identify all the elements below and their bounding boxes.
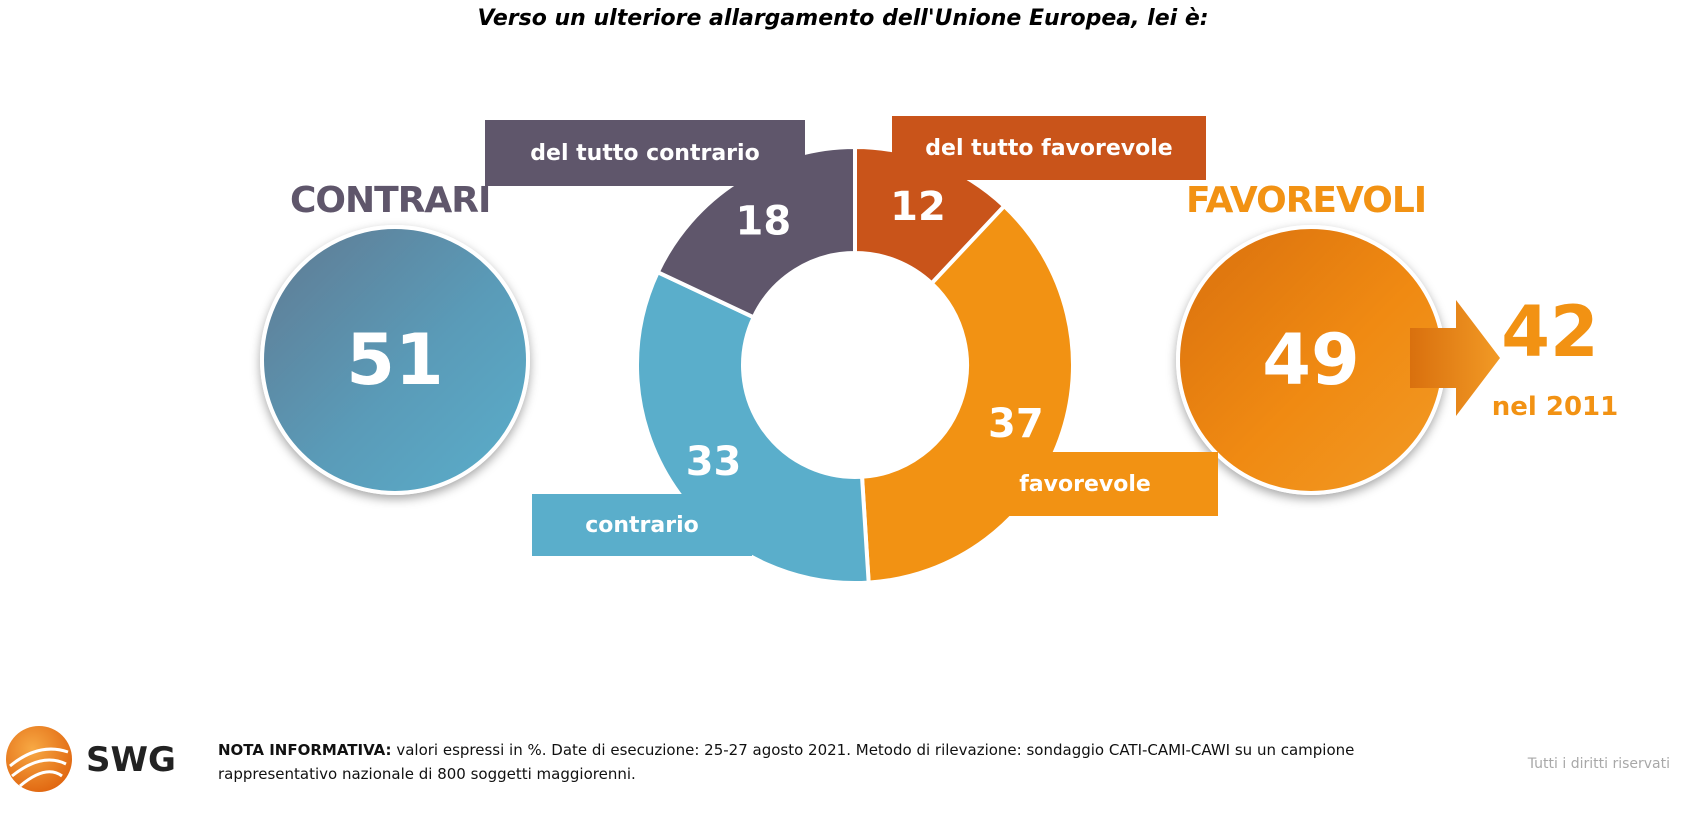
comparison-year-label: nel 2011 xyxy=(1491,392,1619,422)
contrari-label: CONTRARI xyxy=(290,180,491,221)
slice-favorevole xyxy=(859,203,1075,585)
footnote-label: NOTA INFORMATIVA: xyxy=(218,741,392,759)
callout-favorevole: favorevole xyxy=(952,452,1218,516)
callout-contrario: contrario xyxy=(532,494,752,556)
footnote-text: valori espressi in %. Date di esecuzione… xyxy=(218,741,1355,783)
callout-del-tutto-favorevole: del tutto favorevole xyxy=(892,116,1206,180)
arrow-right-icon xyxy=(1410,300,1500,416)
footnote: NOTA INFORMATIVA: valori espressi in %. … xyxy=(218,738,1418,786)
contrari-total-value: 51 xyxy=(346,319,444,401)
slice-del-tutto-favorevole-value: 12 xyxy=(890,184,946,230)
callout-del-tutto-contrario: del tutto contrario xyxy=(485,120,805,186)
chart-title: Verso un ulteriore allargamento dell'Uni… xyxy=(477,6,1209,31)
swg-logo-icon xyxy=(6,726,72,792)
comparison-value: 42 xyxy=(1501,291,1599,373)
contrari-total-circle: 51 xyxy=(260,225,530,495)
slice-favorevole-value: 37 xyxy=(988,401,1044,447)
brand-name: SWG xyxy=(86,740,176,780)
copyright-text: Tutti i diritti riservati xyxy=(1527,756,1670,772)
favorevoli-total-value: 49 xyxy=(1262,319,1360,401)
favorevoli-total-circle: 49 xyxy=(1176,225,1446,495)
slice-contrario-value: 33 xyxy=(686,439,742,485)
slice-del-tutto-contrario xyxy=(655,144,857,320)
favorevoli-label: FAVOREVOLI xyxy=(1186,180,1427,221)
slice-del-tutto-contrario-value: 18 xyxy=(736,199,792,245)
